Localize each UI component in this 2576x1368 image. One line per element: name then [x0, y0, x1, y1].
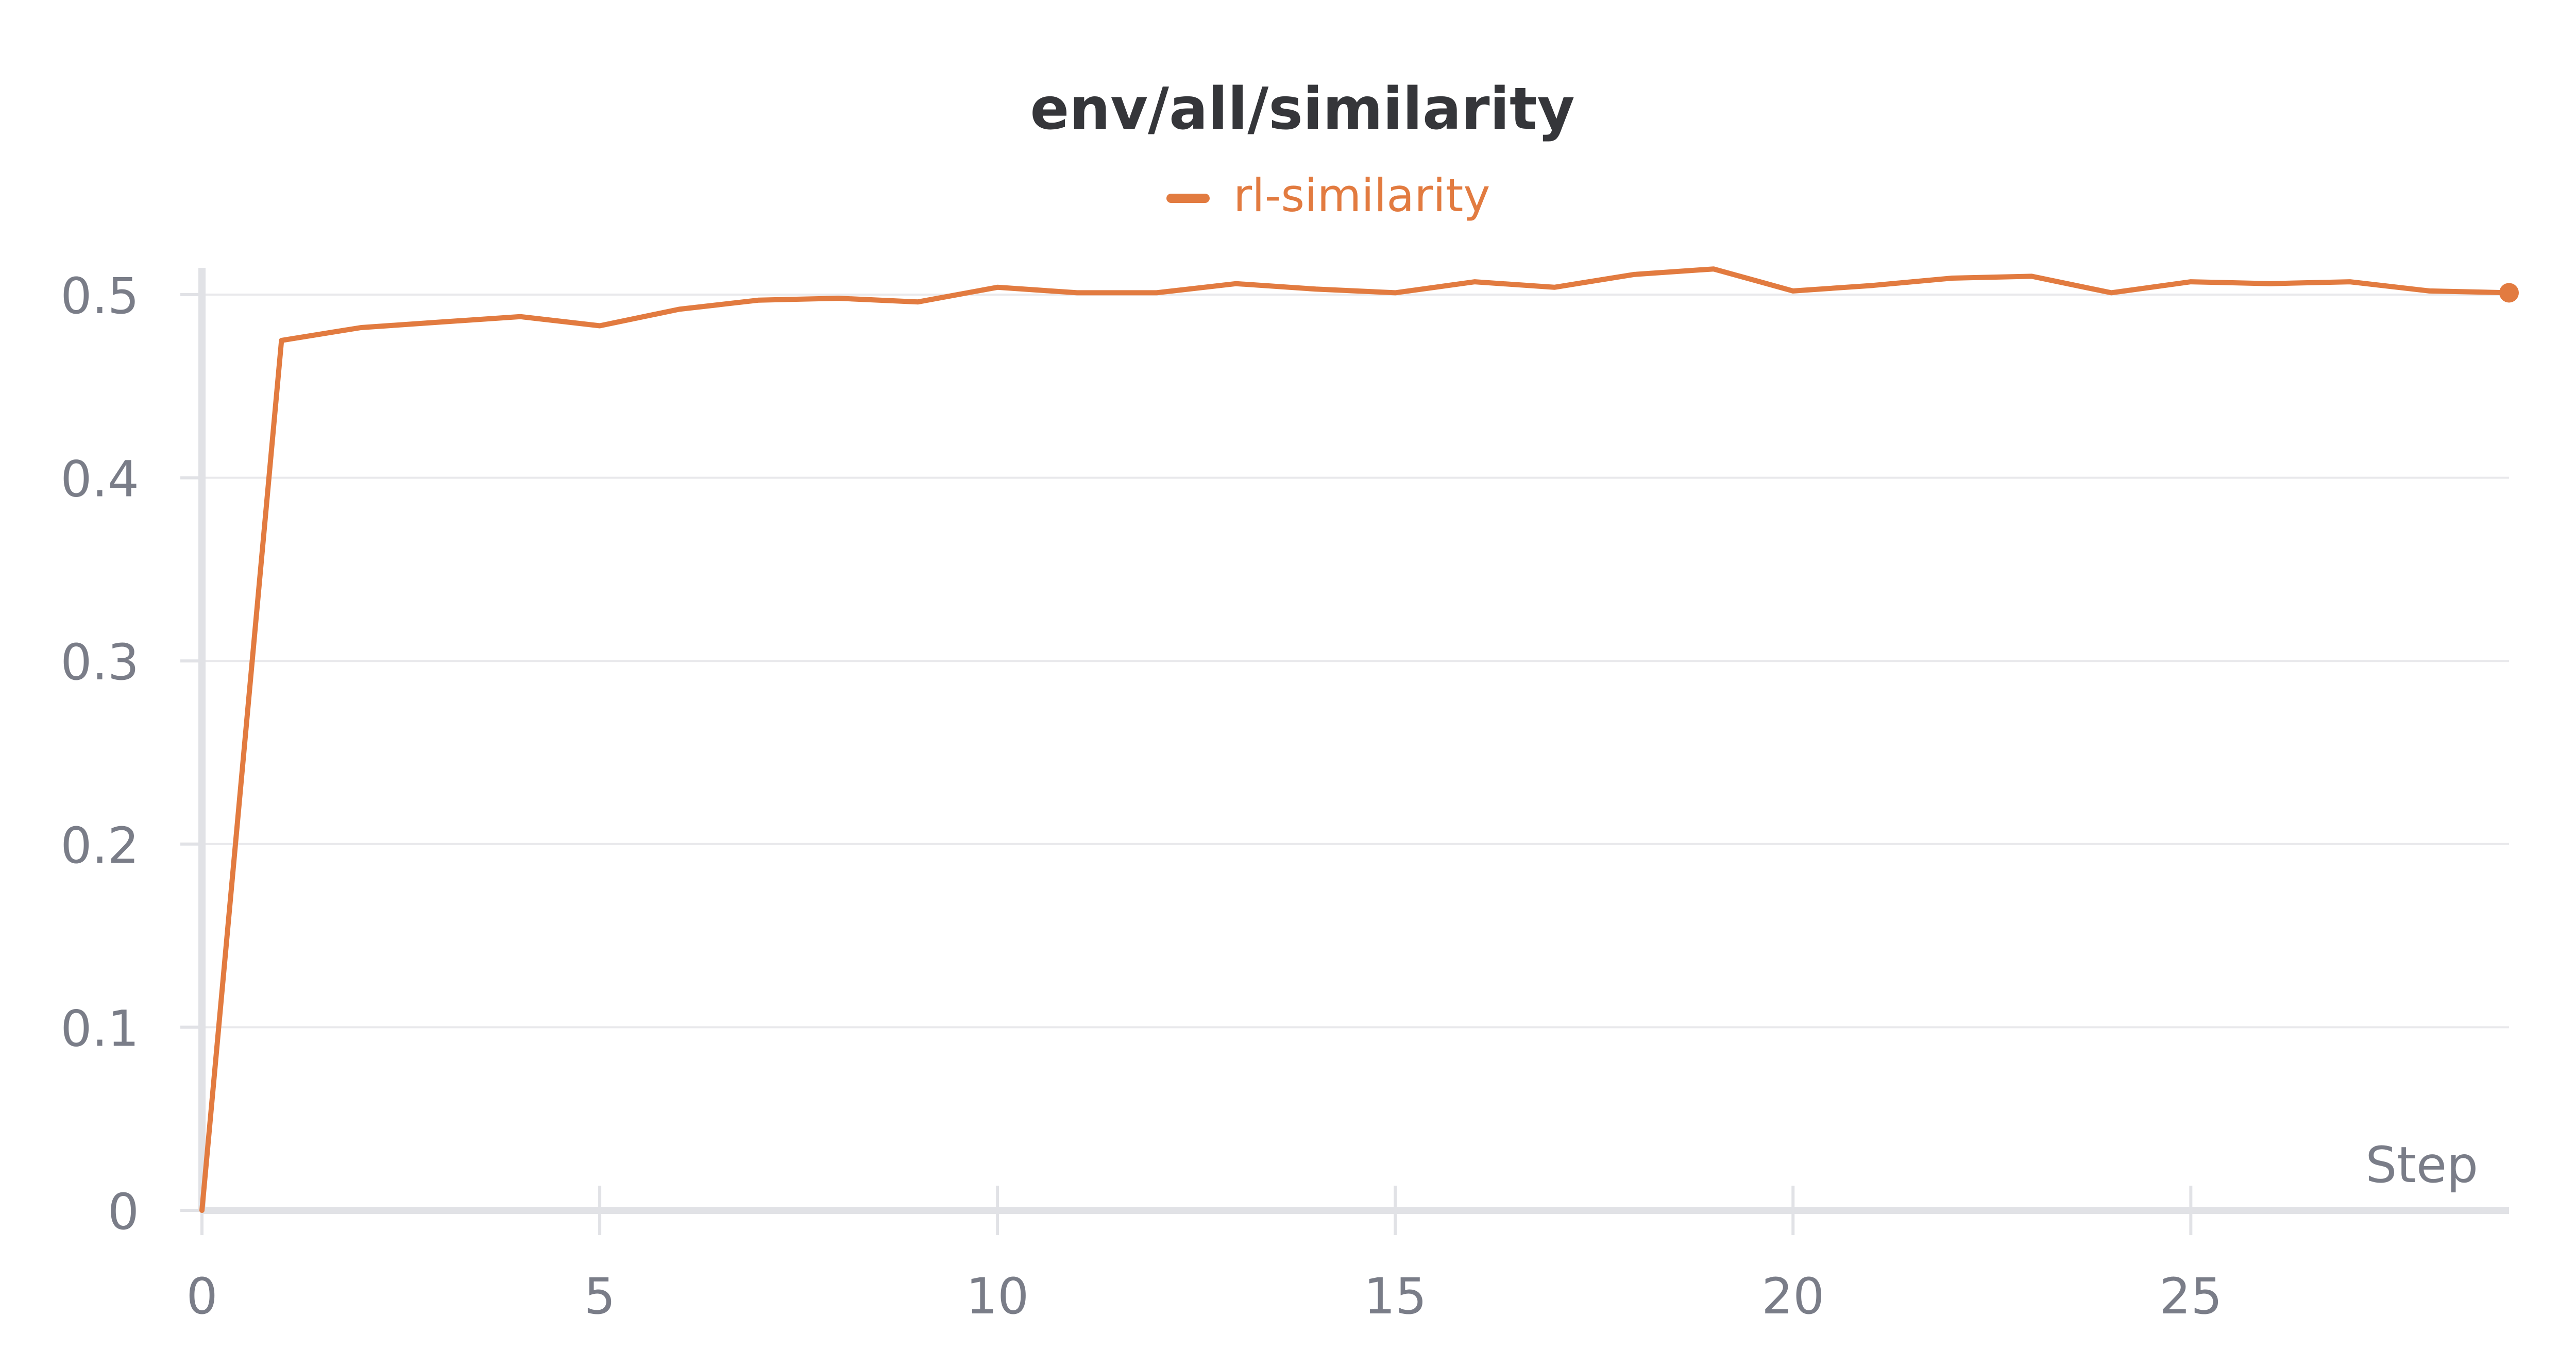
axes	[180, 268, 2509, 1235]
series-endpoint-rl-similarity	[2499, 283, 2519, 303]
series-line-rl-similarity	[199, 266, 2512, 1213]
y-tick-label: 0.3	[60, 634, 139, 691]
x-axis-title: Step	[2365, 1136, 2478, 1194]
x-tick-label: 10	[966, 1268, 1029, 1325]
x-tick-label: 20	[1761, 1268, 1824, 1325]
legend: rl-similarity	[1166, 169, 1490, 222]
y-tick-label: 0.4	[60, 451, 139, 508]
series	[199, 266, 2519, 1213]
y-tick-label: 0.5	[60, 267, 139, 325]
chart-title: env/all/similarity	[1030, 76, 1574, 143]
x-tick-label: 0	[186, 1268, 217, 1325]
y-tick-label: 0	[108, 1183, 139, 1241]
x-tick-label: 5	[584, 1268, 616, 1325]
y-tick-label: 0.2	[60, 817, 139, 875]
x-tick-label: 15	[1364, 1268, 1427, 1325]
legend-label-rl-similarity: rl-similarity	[1233, 169, 1490, 222]
tick-labels: 0 0.1 0.2 0.3 0.4 0.5 0 5 10 15 20 25	[60, 267, 2222, 1325]
legend-swatch	[1166, 194, 1210, 203]
y-tick-label: 0.1	[60, 1000, 139, 1057]
x-tick-label: 25	[2159, 1268, 2222, 1325]
grid	[202, 294, 2509, 1029]
